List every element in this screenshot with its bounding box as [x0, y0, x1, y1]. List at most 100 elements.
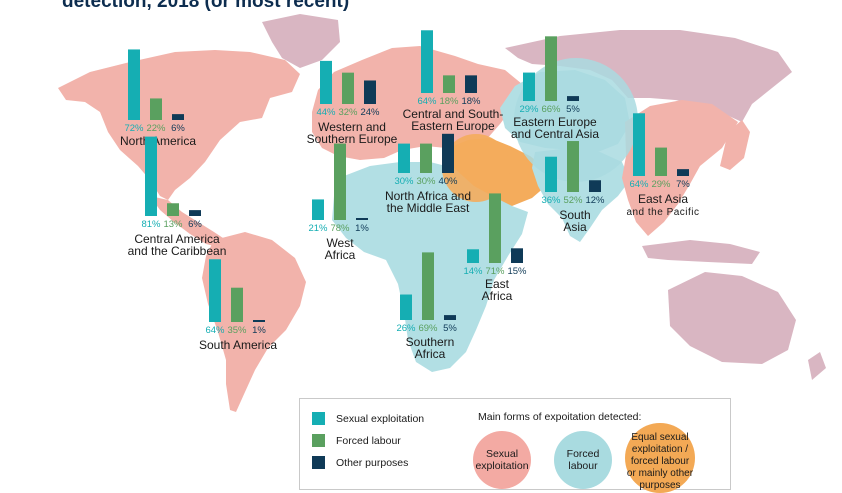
region-label-9-1: Africa — [415, 347, 446, 361]
legend-heading: Main forms of expoitation detected: — [478, 411, 642, 423]
bar-label-2-1: 35% — [227, 325, 247, 336]
bar-7-0 — [312, 199, 324, 220]
land-indonesia — [642, 240, 760, 264]
bar-5-2 — [567, 96, 579, 101]
bar-label-2-0: 64% — [205, 325, 225, 336]
bar-label-0-0: 72% — [124, 123, 144, 134]
bar-11-0 — [633, 113, 645, 176]
bar-label-1-2: 6% — [188, 219, 202, 230]
bar-label-10-2: 12% — [585, 195, 605, 206]
bar-label-5-1: 66% — [541, 104, 561, 115]
bar-label-7-2: 1% — [355, 223, 369, 234]
land-east-asia — [622, 100, 738, 236]
legend-swatch-forced — [312, 434, 325, 447]
bar-label-10-1: 52% — [563, 195, 583, 206]
region-label-7-1: Africa — [325, 248, 356, 262]
bar-7-2 — [356, 218, 368, 220]
bar-9-2 — [444, 315, 456, 320]
bar-label-3-2: 24% — [360, 107, 380, 118]
bar-2-1 — [231, 287, 243, 322]
region-label-11-0: East Asia — [638, 192, 688, 206]
bar-label-10-0: 36% — [541, 195, 561, 206]
bar-9-1 — [422, 252, 434, 320]
region-label-0-0: North America — [120, 134, 196, 148]
bar-label-6-0: 30% — [394, 176, 414, 187]
region-label-5-1: and Central Asia — [511, 127, 599, 141]
bar-8-0 — [467, 249, 479, 263]
land-greenland — [262, 14, 340, 68]
bar-3-0 — [320, 60, 332, 104]
region-label-6-0: North Africa and — [385, 189, 471, 203]
legend-item-sexual: Sexual exploitation — [312, 412, 424, 425]
region-label-4-1: Eastern Europe — [411, 119, 495, 133]
land-northern-asia — [505, 30, 792, 122]
bar-0-2 — [172, 114, 184, 120]
bar-10-0 — [545, 156, 557, 192]
bar-label-4-0: 64% — [417, 96, 437, 107]
bar-label-6-2: 40% — [438, 176, 458, 187]
chart-title: detection, 2018 (or most recent) — [62, 0, 350, 12]
bar-label-8-2: 15% — [507, 266, 527, 277]
bar-label-2-2: 1% — [252, 325, 266, 336]
bar-label-11-1: 29% — [651, 179, 671, 190]
bar-4-0 — [421, 30, 433, 94]
bar-label-7-1: 78% — [330, 223, 350, 234]
region-label-1-0: Central America — [134, 232, 220, 246]
region-label-1-1: and the Caribbean — [128, 244, 227, 258]
bar-label-4-1: 18% — [439, 96, 459, 107]
bar-6-0 — [398, 143, 410, 173]
region-label-5-0: Eastern Europe — [513, 115, 597, 129]
region-label-10-0: South — [559, 208, 590, 222]
bar-label-8-1: 71% — [485, 266, 505, 277]
bar-4-2 — [465, 75, 477, 93]
bar-label-5-0: 29% — [519, 104, 539, 115]
bar-0-0 — [128, 49, 140, 120]
bar-label-0-2: 6% — [171, 123, 185, 134]
legend-circle-forced: Forced labour — [554, 431, 612, 489]
land-europe — [312, 46, 522, 160]
legend-label-forced: Forced labour — [336, 434, 401, 447]
region-label-9-0: Southern — [406, 335, 455, 349]
bar-9-0 — [400, 294, 412, 320]
bar-3-2 — [364, 80, 376, 104]
bar-11-2 — [677, 169, 689, 176]
legend-swatch-sexual — [312, 412, 325, 425]
bar-2-2 — [253, 320, 265, 322]
bar-10-2 — [589, 180, 601, 192]
legend: Sexual exploitation Forced labour Other … — [299, 398, 731, 493]
bar-label-3-0: 44% — [316, 107, 336, 118]
bar-label-9-2: 5% — [443, 323, 457, 334]
bar-label-9-0: 26% — [396, 323, 416, 334]
region-label-8-1: Africa — [482, 289, 513, 303]
bar-5-1 — [545, 36, 557, 101]
circle-middle-east — [442, 134, 510, 202]
region-label-11-1: and the Pacific — [626, 207, 699, 218]
bar-label-4-2: 18% — [461, 96, 481, 107]
bar-label-1-0: 81% — [141, 219, 161, 230]
region-label-6-1: the Middle East — [387, 201, 470, 215]
land-north-america — [58, 50, 300, 200]
region-label-4-0: Central and South- — [403, 107, 504, 121]
bar-0-1 — [150, 98, 162, 120]
bar-label-0-1: 22% — [146, 123, 166, 134]
legend-label-other: Other purposes — [336, 456, 409, 469]
bar-7-1 — [334, 143, 346, 220]
bar-label-11-0: 64% — [629, 179, 649, 190]
bar-label-7-0: 21% — [308, 223, 328, 234]
bar-8-1 — [489, 193, 501, 263]
region-label-10-1: Asia — [563, 220, 587, 234]
region-label-3-1: Southern Europe — [307, 132, 398, 146]
bar-3-1 — [342, 72, 354, 104]
bar-4-1 — [443, 75, 455, 93]
legend-circle-sexual: Sexual exploitation — [473, 431, 531, 489]
bar-5-0 — [523, 72, 535, 101]
land-japan — [720, 120, 750, 170]
land-new-zealand — [808, 352, 826, 380]
bar-11-1 — [655, 147, 667, 176]
land-australia — [668, 272, 796, 364]
bar-1-0 — [145, 136, 157, 216]
bar-label-11-2: 7% — [676, 179, 690, 190]
bar-8-2 — [511, 248, 523, 263]
